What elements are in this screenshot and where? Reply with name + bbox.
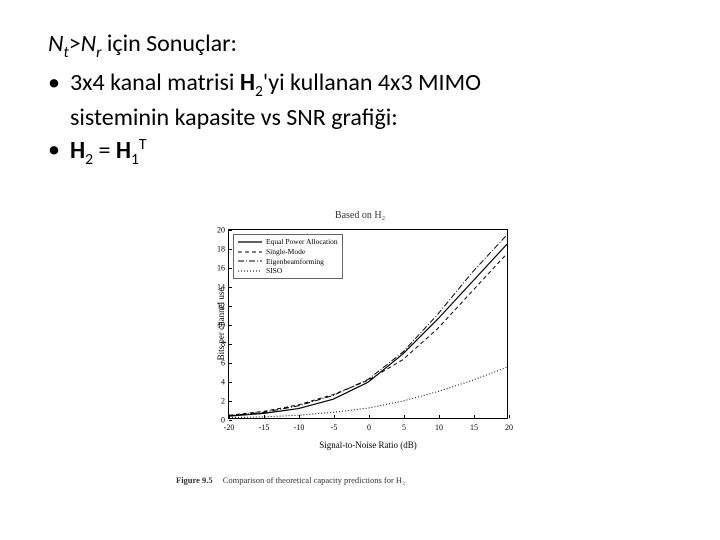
y-tick-label: 20: [205, 226, 225, 235]
chart-container: Based on H₂ Equal Power AllocationSingle…: [170, 210, 550, 485]
chart-caption: Figure 9.5 Comparison of theoretical capa…: [170, 475, 550, 485]
y-tick-label: 2: [205, 397, 225, 406]
x-tick-label: -20: [224, 423, 235, 432]
x-axis-label: Signal-to-Noise Ratio (dB): [319, 440, 417, 450]
legend-row: Single-Mode: [238, 247, 338, 257]
x-tick-label: 20: [505, 423, 513, 432]
bullet-marker: •: [48, 67, 70, 134]
b2-h1sub: 1: [131, 150, 139, 169]
x-tick-label: -15: [259, 423, 270, 432]
legend-row: Eigenbeamforming: [238, 257, 338, 267]
figure-label: Figure 9.5: [176, 475, 213, 485]
x-tick-label: 0: [367, 423, 371, 432]
legend-label: Equal Power Allocation: [266, 237, 338, 247]
b1-d: sisteminin kapasite vs SNR grafiği:: [70, 103, 398, 132]
x-tick-label: 5: [402, 423, 406, 432]
legend-label: SISO: [266, 266, 282, 276]
text-content: Nt>Nr için Sonuçlar: • 3x4 kanal matrisi…: [48, 28, 672, 170]
slide-root: Nt>Nr için Sonuçlar: • 3x4 kanal matrisi…: [0, 0, 720, 540]
var-nr: N: [81, 29, 96, 58]
legend-line-icon: [238, 267, 262, 275]
b2-h2sub: 2: [85, 150, 93, 169]
b1-hbold: H: [240, 68, 255, 97]
legend-label: Single-Mode: [266, 247, 305, 257]
x-tick-label: 10: [435, 423, 443, 432]
legend-row: Equal Power Allocation: [238, 237, 338, 247]
var-nt: N: [48, 29, 63, 58]
b1-c: 'yi kullanan 4x3 MIMO: [263, 68, 481, 97]
y-tick-label: 18: [205, 245, 225, 254]
y-tick-label: 16: [205, 264, 225, 273]
heading-rest: için Sonuçlar:: [101, 29, 236, 58]
caption-text: Comparison of theoretical capacity predi…: [223, 475, 405, 485]
y-tick-label: 0: [205, 416, 225, 425]
legend-label: Eigenbeamforming: [266, 257, 324, 267]
bullet-2: • H2 = H1T: [48, 134, 672, 170]
b2-h1: H: [116, 136, 131, 165]
x-tick-label: -5: [331, 423, 338, 432]
y-tick-label: 4: [205, 378, 225, 387]
chart-legend: Equal Power AllocationSingle-ModeEigenbe…: [233, 234, 343, 279]
b1-a: 3x4 kanal matrisi: [70, 68, 240, 97]
chart-title: Based on H₂: [170, 210, 550, 221]
plot-area: Equal Power AllocationSingle-ModeEigenbe…: [228, 229, 508, 419]
bullet-marker-2: •: [48, 134, 70, 170]
bullet-1: • 3x4 kanal matrisi H2'yi kullanan 4x3 M…: [48, 67, 672, 134]
bullet-2-text: H2 = H1T: [70, 134, 672, 170]
legend-line-icon: [238, 248, 262, 256]
chart: Equal Power AllocationSingle-ModeEigenbe…: [190, 223, 530, 453]
y-axis-label: Bits per channel use: [216, 288, 226, 361]
gt: >: [69, 29, 81, 58]
b2-h2: H: [70, 136, 85, 165]
x-tick-label: -10: [294, 423, 305, 432]
b2-eq: =: [93, 136, 116, 165]
heading-line: Nt>Nr için Sonuçlar:: [48, 28, 672, 63]
b2-h1sup: T: [139, 135, 147, 154]
x-tick-label: 15: [470, 423, 478, 432]
legend-row: SISO: [238, 266, 338, 276]
bullet-1-text: 3x4 kanal matrisi H2'yi kullanan 4x3 MIM…: [70, 67, 672, 134]
legend-line-icon: [238, 238, 262, 246]
b1-hsub: 2: [255, 82, 263, 101]
legend-line-icon: [238, 257, 262, 265]
